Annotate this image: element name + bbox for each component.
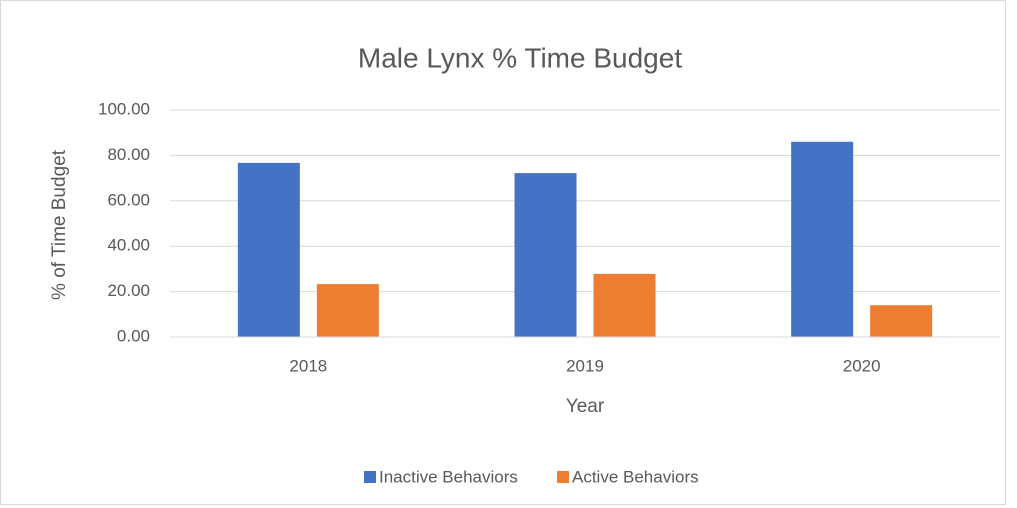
- bar: [791, 141, 854, 337]
- x-tick-label: 2018: [289, 356, 327, 375]
- y-tick-label: 100.00: [98, 99, 150, 118]
- bar: [870, 305, 933, 337]
- bar: [316, 284, 379, 337]
- legend-label: Inactive Behaviors: [379, 467, 518, 486]
- y-tick-label: 20.00: [107, 281, 150, 300]
- y-tick-label: 40.00: [107, 236, 150, 255]
- y-tick-label: 80.00: [107, 145, 150, 164]
- bar: [514, 173, 577, 337]
- y-tick-label: 60.00: [107, 190, 150, 209]
- legend-label: Active Behaviors: [572, 467, 699, 486]
- x-tick-label: 2019: [566, 356, 604, 375]
- x-axis-label: Year: [566, 396, 605, 417]
- bar: [237, 162, 300, 337]
- legend-swatch: [364, 471, 376, 483]
- x-tick-label: 2020: [843, 356, 881, 375]
- y-tick-label: 0.00: [117, 326, 150, 345]
- y-axis-label: % of Time Budget: [49, 149, 70, 300]
- chart-title: Male Lynx % Time Budget: [358, 42, 682, 73]
- legend-swatch: [557, 471, 569, 483]
- bar: [593, 273, 656, 337]
